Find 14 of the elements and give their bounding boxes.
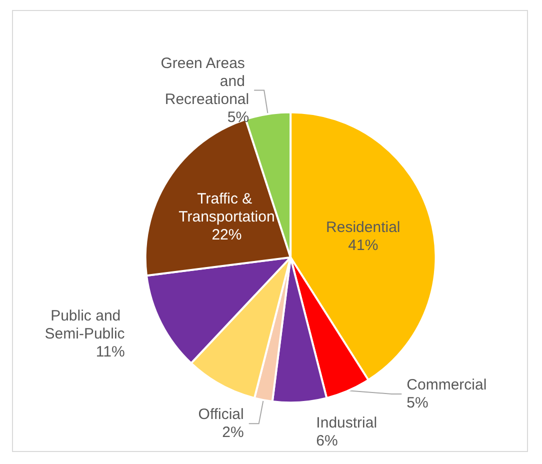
data-label: 6% bbox=[316, 432, 338, 450]
data-label: 5% bbox=[227, 108, 250, 126]
data-label: 41% bbox=[348, 236, 378, 254]
data-label: 2% bbox=[222, 424, 244, 442]
data-label: 11% bbox=[96, 344, 125, 361]
slice-label: Public and Semi-Public bbox=[44, 308, 126, 343]
data-label: 22% bbox=[212, 226, 242, 244]
slice-label: Green Areas and Recreational bbox=[160, 54, 250, 108]
slice-label: Residential bbox=[326, 218, 400, 236]
slice-label: Traffic & Transportation bbox=[178, 190, 275, 226]
data-label: 5% bbox=[406, 394, 428, 412]
slice-label: Industrial bbox=[316, 414, 378, 432]
slice-label: Commercial bbox=[406, 376, 487, 394]
slice-label: Official bbox=[198, 406, 244, 424]
